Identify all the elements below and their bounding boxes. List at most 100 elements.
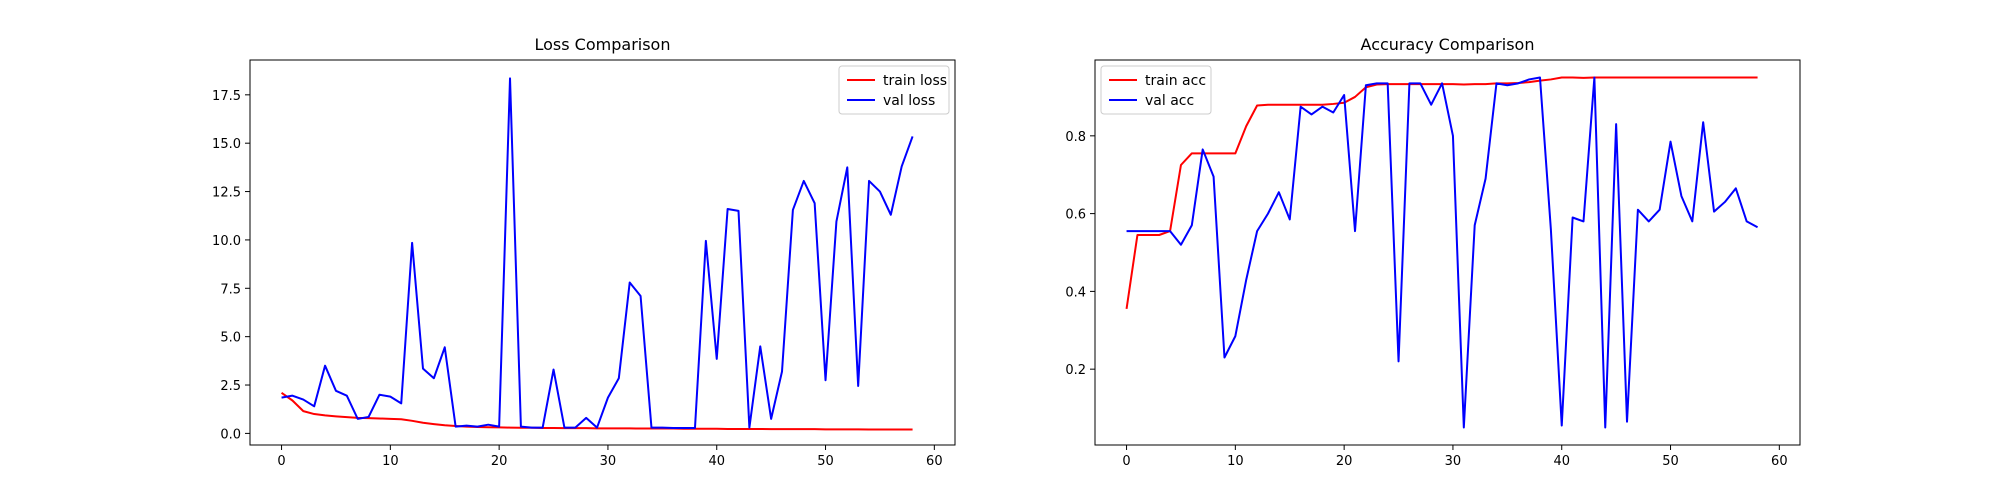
data-point-val-acc [1376,82,1378,84]
data-point-val-loss [803,180,805,182]
loss-chart-x-axis: 0 10 20 30 40 50 60 [277,445,943,469]
accuracy-chart: Accuracy Comparison 0 10 20 30 40 50 60 0.2 0.4… [1065,35,1801,469]
x-tick-label: 0 [1122,454,1130,469]
data-point-val-acc [1582,220,1584,222]
x-tick-label: 20 [491,454,508,469]
data-point-val-loss [400,402,402,404]
x-tick-label: 10 [1227,454,1244,469]
x-tick-label: 20 [1336,454,1353,469]
data-point-val-acc [1408,82,1410,84]
data-point-val-loss [694,427,696,429]
data-point-train-acc [1300,104,1302,106]
loss-legend-box [838,65,950,115]
data-point-train-acc [1267,104,1269,106]
data-point-val-loss [335,390,337,392]
data-point-val-acc [1191,224,1193,226]
data-point-train-acc [1659,77,1661,79]
series-line-val-acc [1126,76,1759,429]
data-point-val-acc [1517,82,1519,84]
data-point-val-acc [1365,84,1367,86]
data-point-train-acc [1735,77,1737,79]
data-point-val-acc [1485,178,1487,180]
data-point-val-loss [509,77,511,79]
data-point-val-acc [1441,82,1443,84]
data-point-train-acc [1213,152,1215,154]
data-point-train-acc [1626,77,1628,79]
data-point-val-acc [1321,106,1323,108]
accuracy-chart-frame [1094,59,1801,446]
data-point-train-acc [1398,83,1400,85]
data-point-val-loss [868,180,870,182]
data-point-train-acc [1278,104,1280,106]
data-point-val-acc [1702,121,1704,123]
data-point-val-loss [574,427,576,429]
data-point-train-acc [1713,77,1715,79]
data-point-val-acc [1169,230,1171,232]
data-point-train-loss [705,428,707,430]
data-point-val-loss [901,165,903,167]
data-point-val-acc [1746,220,1748,222]
loss-chart-legend: train loss val loss [838,65,950,115]
data-point-val-acc [1463,427,1465,429]
data-point-val-loss [291,395,293,397]
data-point-train-loss [389,418,391,420]
data-point-val-loss [835,221,837,223]
data-point-train-loss [553,427,555,429]
data-point-train-loss [618,427,620,429]
data-point-train-acc [1311,104,1313,106]
data-point-val-loss [531,427,533,429]
data-point-val-acc [1354,230,1356,232]
data-point-train-acc [1289,104,1291,106]
data-point-train-loss [346,416,348,418]
data-point-val-loss [476,426,478,428]
data-point-val-loss [302,399,304,401]
data-point-train-acc [1452,83,1454,85]
data-point-val-acc [1213,176,1215,178]
data-point-val-loss [879,191,881,193]
y-tick-label: 0.2 [1065,363,1086,378]
x-tick-label: 40 [1553,454,1570,469]
data-point-train-loss [324,414,326,416]
data-point-val-acc [1572,217,1574,219]
data-point-val-acc [1398,360,1400,362]
data-point-train-loss [901,429,903,431]
data-point-val-acc [1724,201,1726,203]
loss-chart-title: Loss Comparison [535,35,671,54]
data-point-val-loss [498,426,500,428]
data-point-val-acc [1202,148,1204,150]
data-point-train-loss [868,429,870,431]
data-point-val-loss [846,166,848,168]
data-point-val-loss [411,242,413,244]
data-point-val-acc [1223,357,1225,359]
loss-chart-series-group [280,77,914,431]
data-point-train-acc [1126,308,1128,310]
data-point-val-acc [1387,82,1389,84]
data-point-train-acc [1354,96,1356,98]
data-point-val-acc [1245,279,1247,281]
loss-chart-y-axis: 0.0 2.5 5.0 7.5 10.0 12.5 15.0 17.5 [212,89,250,442]
data-point-val-loss [585,417,587,419]
data-point-val-loss [814,202,816,204]
accuracy-chart-legend: train acc val acc [1100,65,1212,115]
y-tick-label: 15.0 [212,137,241,152]
data-point-val-acc [1278,191,1280,193]
data-point-train-acc [1430,83,1432,85]
data-point-train-acc [1691,77,1693,79]
data-point-train-acc [1757,77,1759,79]
data-point-train-acc [1223,152,1225,154]
data-point-train-acc [1637,77,1639,79]
data-point-val-loss [455,426,457,428]
data-point-val-acc [1637,209,1639,211]
y-tick-label: 0.8 [1065,130,1086,145]
data-point-train-loss [640,428,642,430]
data-point-val-acc [1648,220,1650,222]
data-point-val-loss [661,427,663,429]
data-point-val-acc [1561,425,1563,427]
data-point-train-loss [759,428,761,430]
data-point-train-acc [1234,152,1236,154]
data-point-val-loss [553,369,555,371]
data-point-train-loss [281,392,283,394]
data-point-val-acc [1550,228,1552,230]
data-point-val-loss [672,427,674,429]
